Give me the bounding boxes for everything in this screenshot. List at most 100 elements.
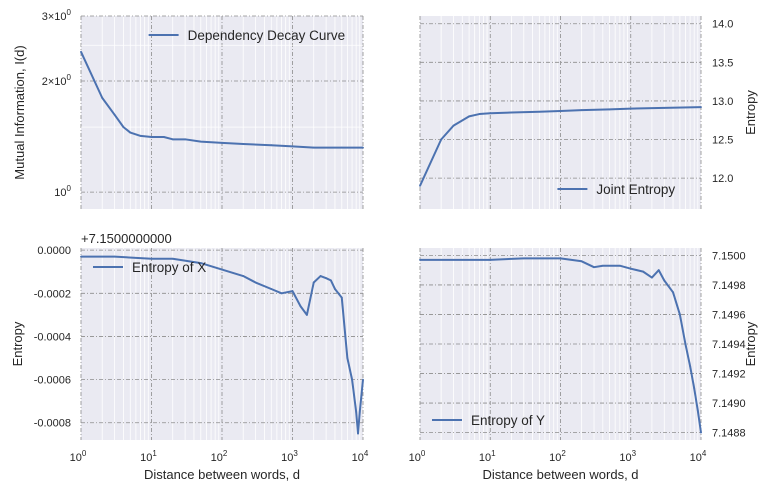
panel-bottom-right-data-point xyxy=(489,258,492,261)
panel-top-right-data-point xyxy=(468,115,470,118)
panel-top-right-data-point xyxy=(700,106,702,108)
panel-top-right-data-point xyxy=(559,110,562,112)
panel-top-left-series-line xyxy=(80,51,363,149)
panel-bottom-right-x-tick-label: 102 xyxy=(549,449,566,464)
panel-bottom-left-x-axis-label: Distance between words, d xyxy=(144,467,300,482)
panel-bottom-left-data-point xyxy=(291,290,294,293)
panel-top-left-data-point xyxy=(362,146,364,149)
panel-top-right-data-point xyxy=(663,106,666,109)
panel-bottom-right-data-point xyxy=(629,267,632,270)
panel-bottom-right-data-point xyxy=(672,291,674,294)
panel-bottom-right-data-point xyxy=(663,279,666,282)
panel-bottom-left-data-point xyxy=(362,378,364,381)
panel-bottom-right-data-point xyxy=(696,409,699,412)
panel-bottom-left-data-point xyxy=(312,281,315,284)
panel-top-left-data-point xyxy=(221,141,223,144)
panel-top-left-y-tick-label: 3×100 xyxy=(42,8,72,23)
panel-bottom-left-data-point xyxy=(270,288,273,290)
panel-top-right-y-tick-label: 12.0 xyxy=(712,173,733,185)
panel-bottom-right-x-axis-label: Distance between words, d xyxy=(482,467,638,482)
panel-top-left-data-point xyxy=(139,135,142,137)
panel-bottom-left-data-point xyxy=(171,257,174,260)
panel-bottom-left-y-tick-label: -0.0002 xyxy=(34,288,71,300)
panel-top-right-y-tick-label: 14.0 xyxy=(712,19,733,31)
panel-top-right-data-point xyxy=(489,112,492,115)
panel-bottom-left-data-point xyxy=(319,275,322,277)
panel-bottom-right-y-tick-label: 7.1492 xyxy=(712,369,746,381)
panel-bottom-right-data-point xyxy=(419,258,421,261)
panel-bottom-right-x-tick-label: 104 xyxy=(690,449,707,464)
panel-bottom-right-data-point xyxy=(693,387,696,390)
panel-top-right-y-tick-label: 13.5 xyxy=(712,57,733,69)
panel-bottom-right-data-point xyxy=(642,270,645,273)
panel-bottom-right-data-point xyxy=(522,257,525,260)
panel-top-right-data-point xyxy=(538,110,541,113)
panel-bottom-left-data-point xyxy=(299,305,302,308)
panel-top-right-legend-label: Joint Entropy xyxy=(596,182,675,197)
panel-bottom-left-x-tick-label: 102 xyxy=(211,449,228,464)
panel-top-left-legend-label: Dependency Decay Curve xyxy=(188,28,346,43)
panel-bottom-left-data-point xyxy=(280,292,283,295)
panel-bottom-left-x-tick-label: 101 xyxy=(140,449,157,464)
panel-bottom-right-data-point xyxy=(678,313,681,316)
panel-bottom-left-data-point xyxy=(305,313,308,316)
panel-bottom-left-y-axis-label: Entropy xyxy=(10,321,25,366)
panel-bottom-left-x-tick-label: 100 xyxy=(70,449,87,464)
panel-top-right-data-point xyxy=(608,108,611,111)
panel-top-left-data-point xyxy=(242,143,245,145)
panel-bottom-left-data-point xyxy=(346,357,349,359)
panel-bottom-right-y-tick-label: 7.1500 xyxy=(712,250,746,262)
panel-bottom-right-y-axis-label: Entropy xyxy=(743,321,758,366)
panel-bottom-right-data-point xyxy=(601,264,604,267)
panel-bottom-left-data-point xyxy=(355,411,358,413)
panel-bottom-right-y-tick-label: 7.1490 xyxy=(712,398,746,410)
panel-bottom-left-data-point xyxy=(199,262,202,264)
panel-top-right-legend: Joint Entropy xyxy=(557,182,675,197)
panel-top-left-data-point xyxy=(163,136,165,138)
panel-bottom-left-y-tick-label: -0.0008 xyxy=(34,418,71,430)
panel-bottom-left-legend-label: Entropy of X xyxy=(132,260,206,275)
panel-bottom-left-data-point xyxy=(325,277,328,280)
panel-top-left-data-point xyxy=(101,96,104,99)
panel-top-left-data-point xyxy=(150,136,153,138)
panel-top-right-grid xyxy=(419,16,702,209)
panel-bottom-left-data-point xyxy=(80,255,82,258)
panel-bottom-left-offset-text: +7.1500000000 xyxy=(81,231,172,246)
panel-top-left-grid xyxy=(80,15,364,209)
panel-bottom-right-y-tick-label: 7.1494 xyxy=(712,339,746,351)
panel-bottom-right-x-tick-label: 103 xyxy=(619,449,636,464)
panel-bottom-left-data-point xyxy=(242,275,245,277)
panel-bottom-right-data-point xyxy=(618,264,621,267)
panel-top-left-y-tick-label: 2×100 xyxy=(42,73,72,88)
panel-top-right-y-tick-label: 12.5 xyxy=(712,135,733,147)
panel-bottom-left-y-tick-label: -0.0004 xyxy=(34,331,71,343)
panel-top-left-data-point xyxy=(340,146,343,149)
panel-top-left-data-point xyxy=(171,138,174,141)
panel-top-right-data-point xyxy=(419,184,421,187)
panel-bottom-right-data-point xyxy=(651,276,653,279)
panel-top-left-legend: Dependency Decay Curve xyxy=(148,28,346,43)
panel-top-left-data-point xyxy=(122,126,125,129)
panel-bottom-left-data-point xyxy=(329,279,332,282)
panel-bottom-right-legend: Entropy of Y xyxy=(432,413,545,428)
panel-bottom-left-data-point xyxy=(334,288,336,290)
panel-top-right-data-point xyxy=(629,107,632,110)
panel-top-right-data-point xyxy=(478,113,481,115)
panel-bottom-right-y-tick-label: 7.1498 xyxy=(712,280,746,292)
panel-bottom-left-data-point xyxy=(254,281,257,284)
panel-top-left-data-point xyxy=(291,145,294,148)
panel-bottom-right-data-point xyxy=(580,260,583,263)
panel-top-left-data-point xyxy=(199,140,202,143)
panel-bottom-left-data-point xyxy=(357,432,359,435)
panel-bottom-right-data-point xyxy=(684,343,687,345)
panel-bottom-left-data-point xyxy=(340,296,343,299)
panel-bottom-left-data-point xyxy=(351,378,353,381)
panel-bottom-left-grid xyxy=(80,248,364,440)
panel-top-left-data-point xyxy=(312,146,315,149)
panel-top-right-data-point xyxy=(580,109,583,112)
panel-bottom-left-data-point xyxy=(358,411,361,413)
panel-bottom-left-data-point xyxy=(113,255,116,258)
panel-bottom-left-x-tick-label: 104 xyxy=(352,449,369,464)
panel-top-left-data-point xyxy=(184,138,187,141)
